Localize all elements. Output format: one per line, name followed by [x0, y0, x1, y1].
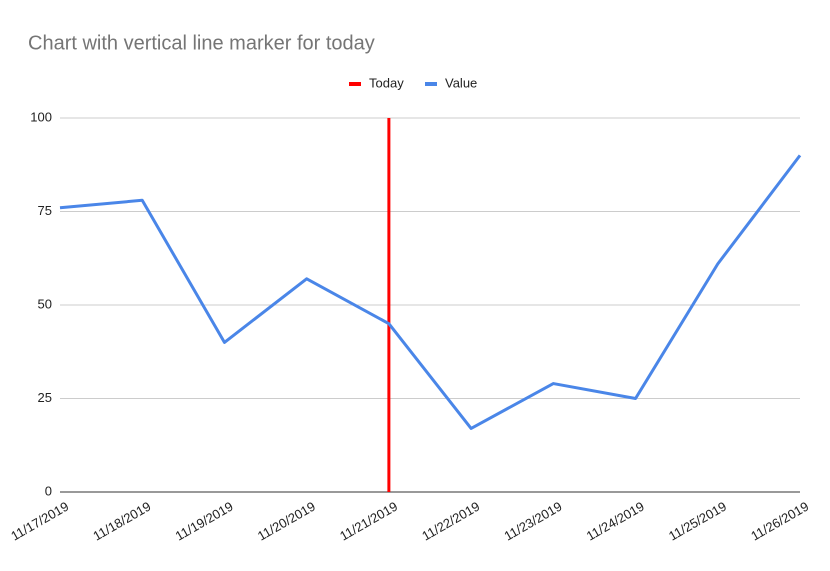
y-tick-label: 75 [38, 203, 52, 218]
y-tick-label: 0 [45, 483, 52, 498]
line [59, 154, 802, 430]
y-tick-label: 100 [30, 109, 52, 124]
legend-label: Value [445, 75, 477, 90]
chart-title: Chart with vertical line marker for toda… [28, 32, 375, 54]
today-marker [387, 118, 391, 492]
legend-label: Today [369, 75, 404, 90]
y-tick-label: 25 [38, 390, 52, 405]
y-tick-label: 50 [38, 296, 52, 311]
